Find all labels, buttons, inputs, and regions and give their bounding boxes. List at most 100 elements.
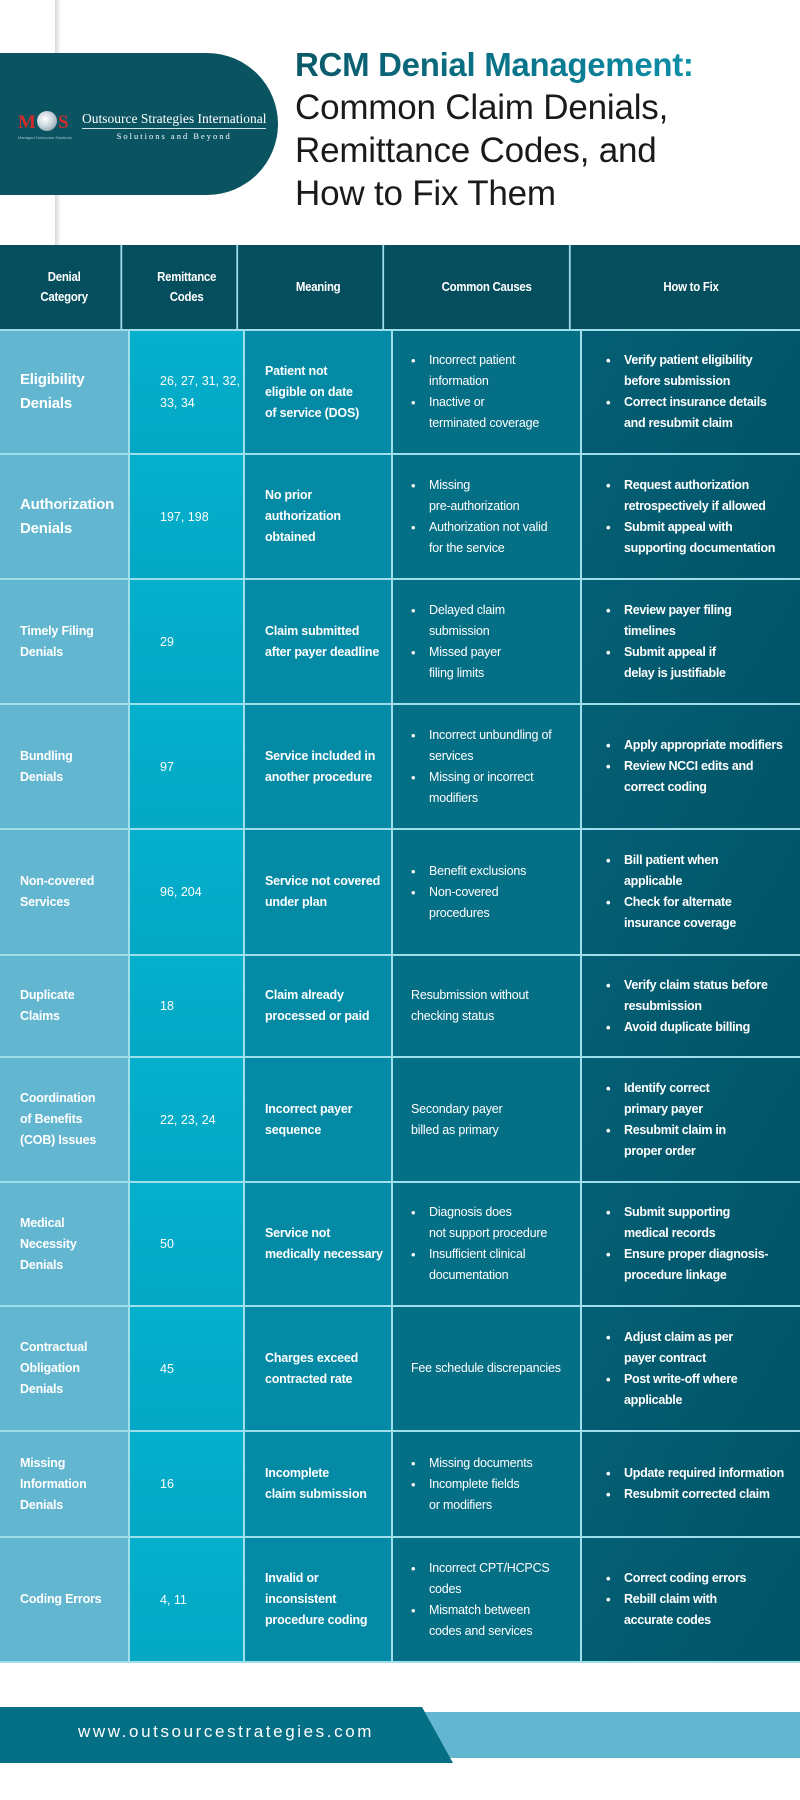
fix-list-item: Resubmit corrected claim [606,1484,784,1505]
cause-list-item: Inactive or terminated coverage [411,392,539,434]
fix-list-item: Adjust claim as per payer contract [606,1327,737,1369]
fix-list-item: Identify correct primary payer [606,1078,726,1120]
remittance-codes-cell: 96, 204 [130,830,245,954]
denial-category-cell: Bundling Denials [0,705,130,828]
header-remittance-codes: Remittance Codes [136,245,239,329]
denial-category-cell: Eligibility Denials [0,331,130,453]
common-causes-list: Benefit exclusionsNon-covered procedures [411,861,526,924]
fix-list-item: Post write-off where applicable [606,1369,738,1411]
header-meaning: Meaning [253,245,385,329]
common-causes-cell: Incorrect patient informationInactive or… [393,331,582,453]
meaning-cell: Incomplete claim submission [245,1432,393,1536]
table-row: Medical Necessity Denials 50 Service not m… [0,1183,800,1307]
fix-list-item: Bill patient when applicable [606,850,736,892]
denial-category-cell: Timely Filing Denials [0,580,130,703]
how-to-fix-list: Submit supporting medical recordsEnsure … [606,1202,769,1286]
meaning-cell: Patient not eligible on date of service … [245,331,393,453]
how-to-fix-cell: Apply appropriate modifiersReview NCCI e… [582,705,800,828]
cause-list-item: Missed payer filing limits [411,642,505,684]
company-logo[interactable]: M S Managed Outsource Solutions Outsourc… [18,106,268,146]
how-to-fix-list: Bill patient when applicableCheck for al… [606,850,736,934]
meaning-cell: Claim submitted after payer deadline [245,580,393,703]
denial-category-cell: Medical Necessity Denials [0,1183,130,1305]
how-to-fix-list: Adjust claim as per payer contractPost w… [606,1327,738,1411]
remittance-codes-cell: 22, 23, 24 [130,1058,245,1181]
table-row: Missing Information Denials 16 Incomplete … [0,1432,800,1538]
denial-table: Denial Category Remittance Codes Meaning… [0,245,800,1663]
common-causes-cell: Benefit exclusionsNon-covered procedures [393,830,582,954]
mos-logo-mark: M S Managed Outsource Solutions [18,108,76,144]
remittance-codes-cell: 18 [130,956,245,1056]
fix-list-item: Verify claim status before resubmission [606,975,768,1017]
website-link[interactable]: www.outsourcestrategies.com [78,1722,375,1741]
fix-list-item: Ensure proper diagnosis- procedure linka… [606,1244,769,1286]
company-slogan: Solutions and Beyond [116,131,232,141]
how-to-fix-cell: Correct coding errorsRebill claim with a… [582,1538,800,1661]
remittance-codes-cell: 197, 198 [130,455,245,578]
how-to-fix-list: Apply appropriate modifiersReview NCCI e… [606,735,783,798]
globe-icon [37,111,57,131]
cause-list-item: Benefit exclusions [411,861,526,882]
table-row: Eligibility Denials 26, 27, 31, 32, 33, 3… [0,331,800,455]
cause-list-item: Incorrect CPT/HCPCS codes [411,1558,550,1600]
how-to-fix-cell: Verify claim status before resubmissionA… [582,956,800,1056]
meaning-cell: Service not covered under plan [245,830,393,954]
common-causes-cell: Missing documentsIncomplete fields or mo… [393,1432,582,1536]
how-to-fix-list: Verify patient eligibility before submis… [606,350,767,434]
company-name: Outsource Strategies International [82,111,267,129]
common-causes-list: Incorrect unbundling of servicesMissing … [411,725,552,809]
cause-list-item: Missing documents [411,1453,533,1474]
common-causes-list: Delayed claim submissionMissed payer fil… [411,600,505,684]
cause-list-item: Diagnosis does not support procedure [411,1202,547,1244]
title-subheading-line-2: Remittance Codes, and [295,131,657,170]
fix-list-item: Apply appropriate modifiers [606,735,783,756]
denial-category-cell: Coordination of Benefits (COB) Issues [0,1058,130,1181]
fix-list-item: Submit supporting medical records [606,1202,768,1244]
table-row: Contractual Obligation Denials 45 Charges … [0,1307,800,1432]
table-row: Non-covered Services 96, 204 Service not c… [0,830,800,956]
common-causes-list: Diagnosis does not support procedureInsu… [411,1202,547,1286]
common-causes-cell: Resubmission without checking status [393,956,582,1056]
fix-list-item: Verify patient eligibility before submis… [606,350,767,392]
common-causes-cell: Incorrect unbundling of servicesMissing … [393,705,582,828]
fix-list-item: Check for alternate insurance coverage [606,892,736,934]
meaning-cell: Service not medically necessary [245,1183,393,1305]
table-row: Duplicate Claims 18 Claim already processe… [0,956,800,1058]
how-to-fix-list: Request authorization retrospectively if… [606,475,775,559]
meaning-cell: Claim already processed or paid [245,956,393,1056]
fix-list-item: Update required information [606,1463,784,1484]
remittance-codes-cell: 45 [130,1307,245,1430]
title-subheading-line-1: Common Claim Denials, [295,88,669,127]
logo-letter-m: M [18,112,36,133]
meaning-cell: Charges exceed contracted rate [245,1307,393,1430]
fix-list-item: Request authorization retrospectively if… [606,475,775,517]
denial-category-cell: Authorization Denials [0,455,130,578]
meaning-cell: Service included in another procedure [245,705,393,828]
common-causes-cell: Secondary payer billed as primary [393,1058,582,1181]
footer-band [0,1707,453,1763]
cause-list-item: Missing pre-authorization [411,475,547,517]
fix-list-item: Resubmit claim in proper order [606,1120,726,1162]
cause-list-item: Insufficient clinical documentation [411,1244,547,1286]
header-common-causes: Common Causes [404,245,571,329]
cause-list-item: Missing or incorrect modifiers [411,767,552,809]
cause-list-item: Authorization not valid for the service [411,517,548,559]
title-heading: RCM Denial Management: [295,44,795,86]
common-causes-list: Incorrect patient informationInactive or… [411,350,539,434]
fix-list-item: Submit appeal if delay is justifiable [606,642,732,684]
logo-letter-s: S [58,112,69,133]
how-to-fix-cell: Bill patient when applicableCheck for al… [582,830,800,954]
fix-list-item: Submit appeal with supporting documentat… [606,517,775,559]
common-causes-list: Incorrect CPT/HCPCS codesMismatch betwee… [411,1558,550,1642]
common-causes-list: Missing documentsIncomplete fields or mo… [411,1453,533,1516]
fix-list-item: Review NCCI edits and correct coding [606,756,783,798]
common-causes-cell: Incorrect CPT/HCPCS codesMismatch betwee… [393,1538,582,1661]
table-row: Coding Errors 4, 11 Invalid or inconsisten… [0,1538,800,1663]
how-to-fix-cell: Update required informationResubmit corr… [582,1432,800,1536]
denial-category-cell: Missing Information Denials [0,1432,130,1536]
fix-list-item: Correct coding errors [606,1568,747,1589]
how-to-fix-cell: Review payer filing timelinesSubmit appe… [582,580,800,703]
denial-category-cell: Duplicate Claims [0,956,130,1056]
meaning-cell: Invalid or inconsistent procedure coding [245,1538,393,1661]
cause-list-item: Delayed claim submission [411,600,505,642]
